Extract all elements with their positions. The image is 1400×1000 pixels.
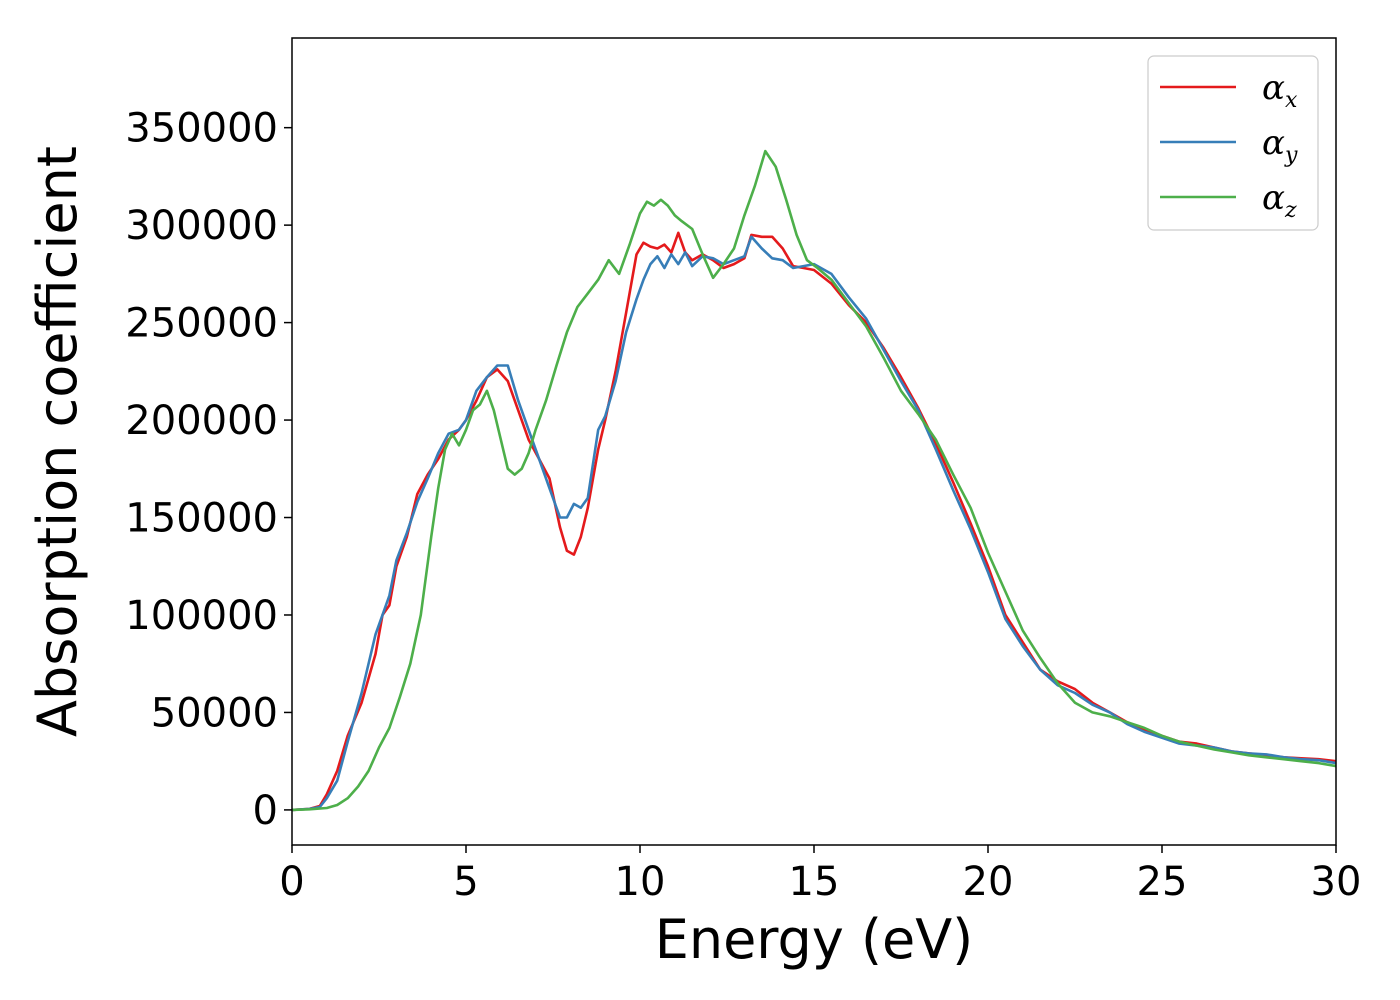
- legend-label-z: αz: [1262, 178, 1297, 223]
- x-tick-label: 30: [1311, 859, 1362, 905]
- x-axis-title: Energy (eV): [655, 908, 974, 971]
- legend-subscript: z: [1284, 198, 1297, 223]
- x-tick-label: 20: [963, 859, 1014, 905]
- series-line-z: [292, 149, 1336, 812]
- legend-subscript: x: [1285, 88, 1298, 113]
- legend-label-x: αx: [1262, 68, 1298, 113]
- legend-label-y: αy: [1262, 123, 1298, 168]
- y-tick-label: 350000: [125, 106, 278, 152]
- y-tick-label: 150000: [125, 496, 278, 542]
- x-tick-label: 5: [453, 859, 478, 905]
- x-tick-label: 10: [615, 859, 666, 905]
- y-tick-label: 50000: [151, 690, 278, 736]
- series-line-x: [292, 231, 1336, 812]
- y-tick-label: 200000: [125, 398, 278, 444]
- y-tick-label: 300000: [125, 203, 278, 249]
- ticks-layer: 0 5 10 15 20 25 30 0 50000 100000 150000 200000 2500…: [125, 106, 1361, 905]
- y-tick-label: 0: [253, 788, 278, 834]
- x-tick-label: 15: [789, 859, 840, 905]
- legend-symbol: α: [1262, 123, 1285, 163]
- series-line-y: [292, 235, 1336, 812]
- x-tick-label: 25: [1137, 859, 1188, 905]
- x-tick-label: 0: [279, 859, 304, 905]
- legend-symbol: α: [1262, 178, 1285, 218]
- y-tick-label: 250000: [125, 301, 278, 347]
- y-axis-title: Absorption coefficient: [26, 146, 89, 737]
- legend-subscript: y: [1284, 143, 1298, 168]
- y-tick-label: 100000: [125, 593, 278, 639]
- series-layer: [292, 149, 1336, 812]
- legend-symbol: α: [1262, 68, 1285, 108]
